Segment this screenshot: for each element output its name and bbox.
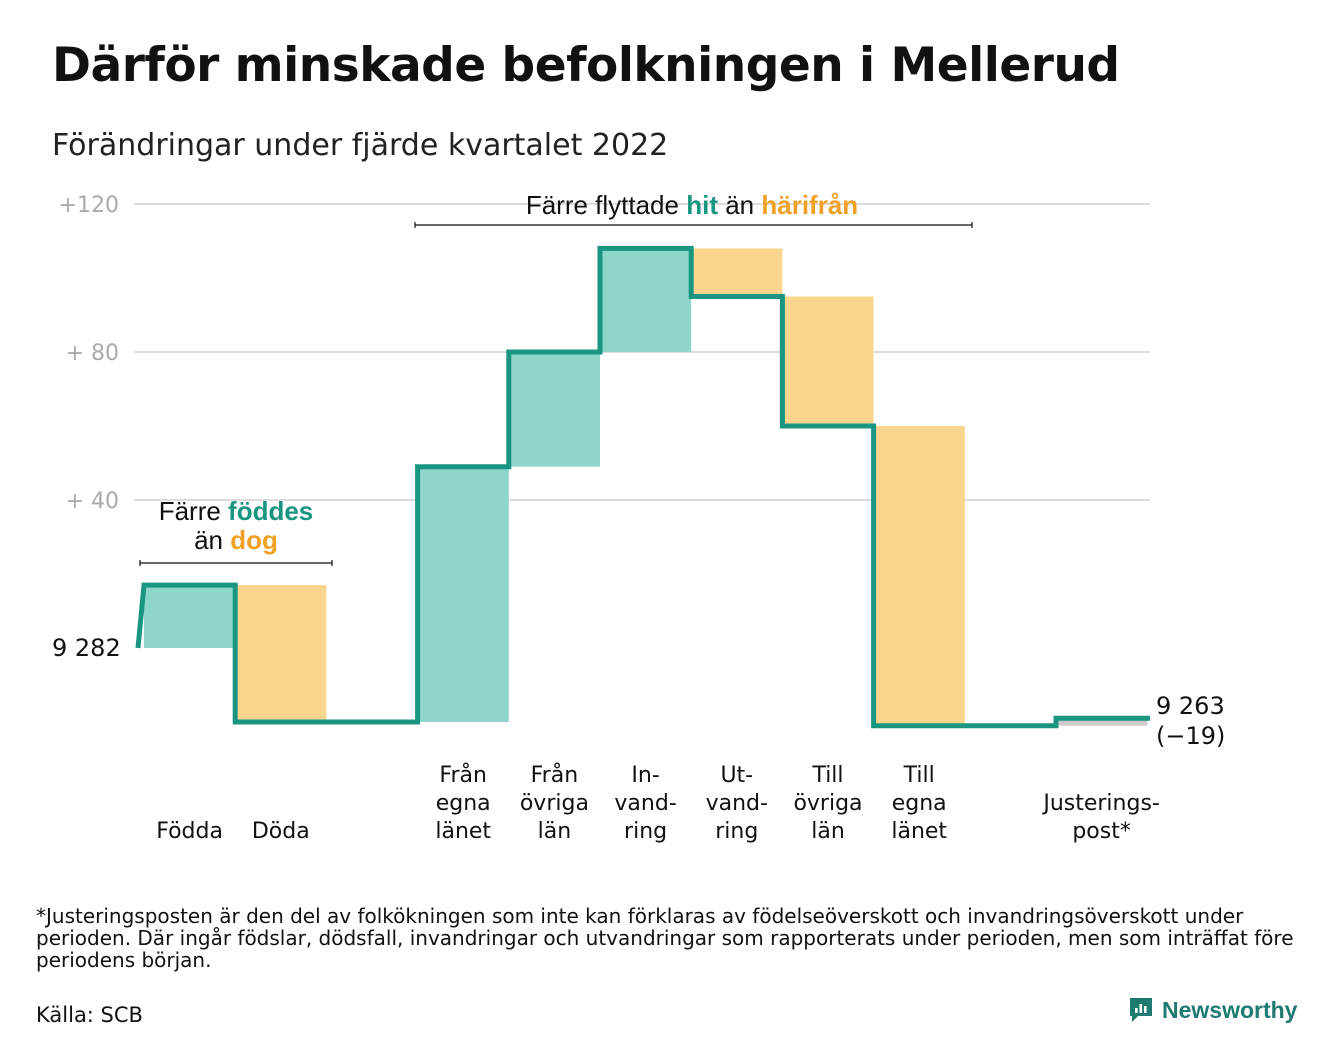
- category-label: post*: [1072, 819, 1131, 844]
- footnote: *Justeringsposten är den del av folkökni…: [36, 904, 1294, 972]
- category-label: län: [811, 819, 845, 844]
- category-label: Döda: [252, 819, 310, 844]
- category-label: län: [538, 819, 572, 844]
- category-label: egna: [436, 791, 491, 816]
- category-label: Från: [531, 762, 579, 788]
- source-note: Källa: SCB: [36, 1003, 143, 1027]
- brand-name: Newsworthy: [1162, 996, 1298, 1023]
- bar-adjust: [1056, 718, 1148, 726]
- category-label: Födda: [156, 819, 223, 844]
- annotation-text: Färre föddes: [159, 496, 314, 526]
- category-label: ring: [624, 819, 667, 844]
- bar-decrease: [873, 426, 965, 726]
- chart-subtitle: Förändringar under fjärde kvartalet 2022: [52, 128, 669, 163]
- category-label: övriga: [520, 791, 589, 816]
- category-label: Från: [439, 762, 487, 788]
- category-label: vand-: [614, 791, 676, 816]
- annotation-text: Färre flyttade hit än härifrån: [526, 190, 858, 220]
- chart-title: Därför minskade befolkningen i Mellerud: [52, 38, 1120, 93]
- waterfall-chart: +120 + 80 + 40 Födda Döda Från egna länet Från öv…: [52, 190, 1225, 844]
- category-label: länet: [891, 819, 947, 844]
- bar-decrease: [782, 296, 874, 426]
- end-value-label: (−19): [1156, 722, 1225, 750]
- category-label: ring: [715, 819, 758, 844]
- category-label: Ut-: [720, 763, 753, 788]
- brand-logo: Newsworthy: [1128, 996, 1297, 1024]
- category-label: In-: [631, 763, 659, 788]
- bar-increase: [144, 585, 236, 648]
- category-label: vand-: [706, 791, 768, 816]
- bar-increase: [600, 248, 692, 352]
- annotation-text: än dog: [194, 525, 278, 555]
- end-value-label: 9 263: [1156, 692, 1225, 720]
- category-label: egna: [892, 791, 947, 816]
- y-tick-label: + 40: [66, 489, 119, 514]
- category-label: länet: [435, 819, 491, 844]
- category-label: övriga: [793, 791, 862, 816]
- y-tick-label: + 80: [66, 341, 119, 366]
- category-label: Till: [903, 763, 935, 788]
- series-step-line: [135, 245, 1150, 729]
- bar-decrease: [691, 248, 783, 297]
- category-label: Till: [811, 763, 843, 788]
- bar-decrease: [235, 585, 327, 722]
- bar-increase: [508, 352, 600, 467]
- newsworthy-icon: [1130, 998, 1152, 1022]
- y-tick-label: +120: [59, 193, 119, 218]
- start-value-label: 9 282: [52, 634, 121, 662]
- category-label: Justerings-: [1041, 791, 1160, 816]
- bar-increase: [417, 466, 509, 722]
